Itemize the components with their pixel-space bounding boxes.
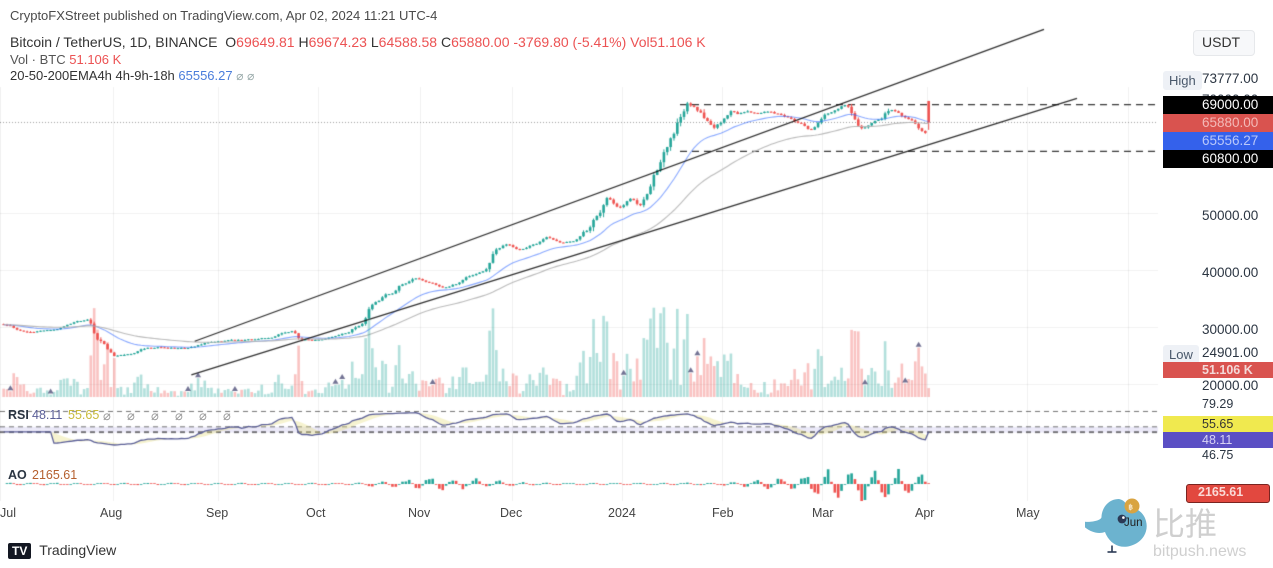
svg-text:bitpush.news: bitpush.news bbox=[1153, 543, 1246, 560]
svg-text:฿: ฿ bbox=[1128, 503, 1133, 512]
svg-text:比推: 比推 bbox=[1153, 506, 1217, 542]
